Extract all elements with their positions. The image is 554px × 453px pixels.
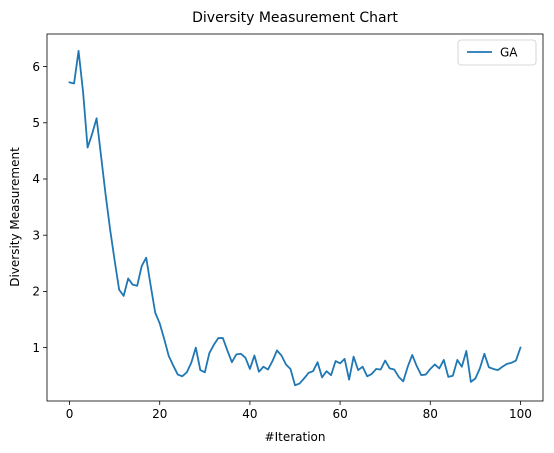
x-tick-label: 0 [66, 407, 74, 421]
y-tick-label: 5 [32, 116, 40, 130]
legend-series-label: GA [500, 46, 518, 60]
y-axis-ticks: 1 2 3 4 5 6 [32, 60, 47, 355]
plot-frame [46, 33, 544, 402]
x-axis-label: #Iteration [265, 430, 326, 444]
x-tick-label: 80 [423, 407, 438, 421]
y-tick-label: 4 [32, 172, 40, 186]
y-tick-label: 2 [32, 285, 40, 299]
x-axis-ticks: 0 20 40 60 80 100 [66, 401, 532, 421]
x-tick-label: 20 [152, 407, 167, 421]
y-axis-label: Diversity Measurement [8, 147, 22, 287]
x-tick-label: 60 [332, 407, 347, 421]
series-line-ga [68, 49, 522, 387]
legend-box [457, 39, 537, 66]
y-tick-label: 6 [32, 60, 40, 74]
y-tick-label: 3 [32, 228, 40, 242]
chart-title: Diversity Measurement Chart [192, 10, 398, 26]
y-tick-label: 1 [32, 341, 40, 355]
legend: GA [457, 39, 537, 66]
series-layer [68, 49, 522, 387]
x-tick-label: 100 [509, 407, 532, 421]
plot-area [47, 34, 543, 401]
x-tick-label: 40 [242, 407, 257, 421]
